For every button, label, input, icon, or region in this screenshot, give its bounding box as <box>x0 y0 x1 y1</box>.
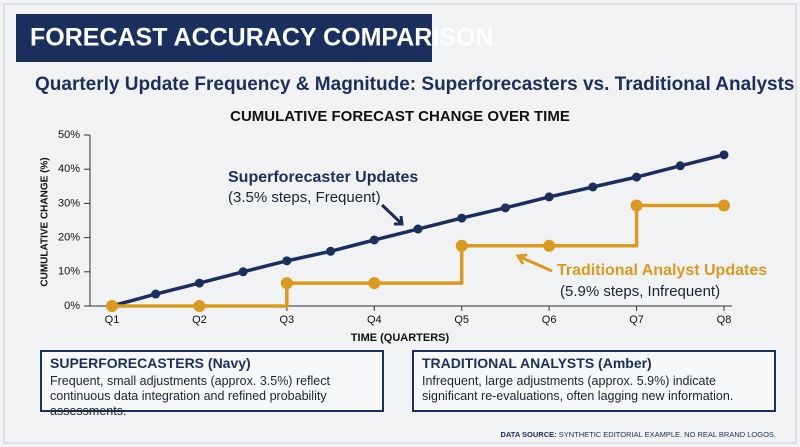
data-point <box>457 213 467 223</box>
data-point <box>544 192 554 202</box>
x-axis-label: TIME (QUARTERS) <box>351 332 450 344</box>
data-point <box>719 150 729 160</box>
data-point <box>543 239 556 252</box>
data-point <box>194 278 204 288</box>
chart-title: CUMULATIVE FORECAST CHANGE OVER TIME <box>230 108 570 125</box>
data-point <box>455 239 468 252</box>
data-point <box>282 256 292 266</box>
y-tick-label: 50% <box>58 129 80 141</box>
footer-text: SYNTHETIC EDITORIAL EXAMPLE. NO REAL BRA… <box>558 430 776 439</box>
footer: DATA SOURCE: SYNTHETIC EDITORIAL EXAMPLE… <box>501 430 776 439</box>
panel-text: Infrequent, large adjustments (approx. 5… <box>422 374 734 403</box>
panel: TRADITIONAL ANALYSTS (Amber) Infrequent,… <box>412 350 776 412</box>
arrow <box>380 203 404 226</box>
data-point <box>280 277 293 290</box>
y-axis-label: CUMULATIVE CHANGE (%) <box>40 157 51 286</box>
y-tick-label: 20% <box>58 232 80 244</box>
x-tick-label: Q4 <box>367 314 382 326</box>
panel-text: Frequent, small adjustments (approx. 3.5… <box>50 374 330 418</box>
data-point <box>369 235 379 245</box>
x-tick-label: Q2 <box>192 314 207 326</box>
x-tick-label: Q5 <box>454 314 469 326</box>
y-tick-label: 10% <box>58 266 80 278</box>
series-line <box>112 203 724 308</box>
data-point <box>193 300 206 312</box>
x-tick-label: Q6 <box>542 314 557 326</box>
annotation-note: (5.9% steps, Infrequent) <box>560 283 720 300</box>
y-tick-label: 30% <box>58 197 80 209</box>
arrow <box>515 253 553 273</box>
data-point <box>413 224 423 234</box>
y-tick-label: 40% <box>58 163 80 175</box>
x-tick-label: Q3 <box>280 314 295 326</box>
data-point <box>632 172 642 182</box>
x-tick-label: Q1 <box>105 314 120 326</box>
x-tick-label: Q7 <box>629 314 644 326</box>
panel-title: SUPERFORECASTERS (Navy) <box>50 355 251 371</box>
annotation-note: (3.5% steps, Frequent) <box>228 189 381 206</box>
header-box <box>16 14 432 62</box>
data-point <box>106 300 118 312</box>
footer-label: DATA SOURCE: <box>500 430 557 439</box>
data-point <box>718 199 730 212</box>
data-point <box>326 246 336 256</box>
annotation-title: Superforecaster Updates <box>228 169 418 186</box>
frame <box>3 3 797 444</box>
data-point <box>675 161 685 171</box>
data-point <box>500 203 510 213</box>
data-point <box>368 277 381 290</box>
data-point <box>151 289 161 299</box>
annotation-title: Traditional Analyst Updates <box>557 262 767 279</box>
data-point <box>238 267 248 277</box>
panel-title: TRADITIONAL ANALYSTS (Amber) <box>422 355 652 371</box>
panel: SUPERFORECASTERS (Navy) Frequent, small … <box>40 350 384 418</box>
header-title: FORECAST ACCURACY COMPARISON <box>30 24 493 52</box>
y-tick-label: 0% <box>64 300 80 312</box>
subtitle: Quarterly Update Frequency & Magnitude: … <box>35 74 795 95</box>
data-point <box>588 182 598 192</box>
data-point <box>630 199 643 212</box>
x-tick-label: Q8 <box>717 314 732 326</box>
